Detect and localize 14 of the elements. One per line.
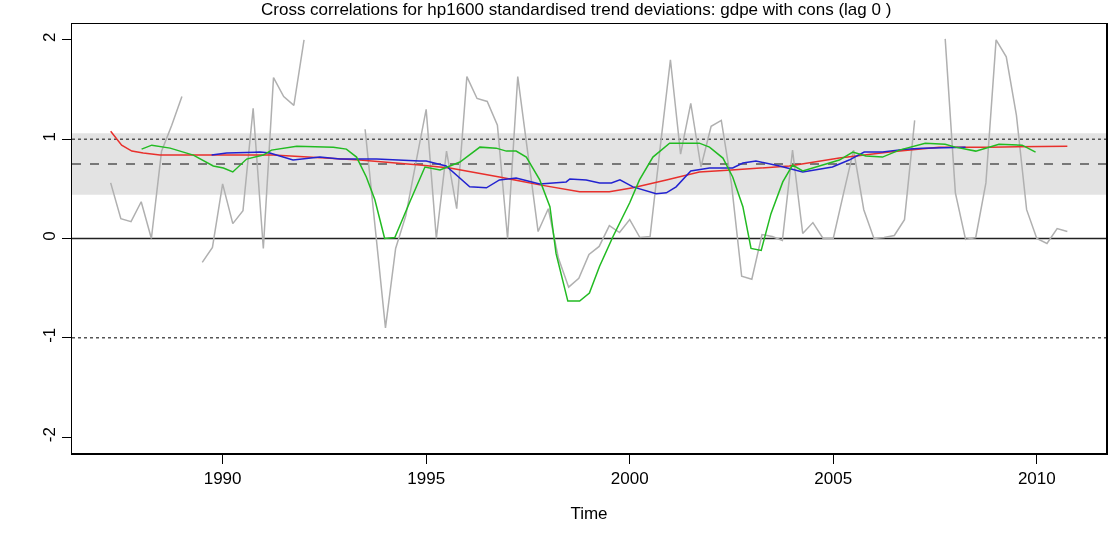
x-tick-label: 2010 — [1017, 468, 1056, 488]
y-tick-label: 0 — [39, 231, 59, 241]
y-tick-label: -1 — [39, 327, 59, 343]
chart-title: Cross correlations for hp1600 standardised trend deviations: gdpe with cons (lag 0 ) — [261, 0, 892, 20]
x-tick-label: 1995 — [407, 468, 446, 488]
y-tick-label: -2 — [39, 427, 59, 443]
line-series — [140, 142, 1037, 302]
y-tick-label: 2 — [39, 32, 59, 43]
x-tick-label: 2000 — [610, 468, 649, 488]
y-tick-label: 1 — [39, 131, 59, 142]
x-tick-label: 2005 — [814, 468, 853, 488]
line-series — [210, 146, 967, 195]
x-axis-title: Time — [570, 504, 608, 524]
x-tick-label: 1990 — [203, 468, 242, 488]
